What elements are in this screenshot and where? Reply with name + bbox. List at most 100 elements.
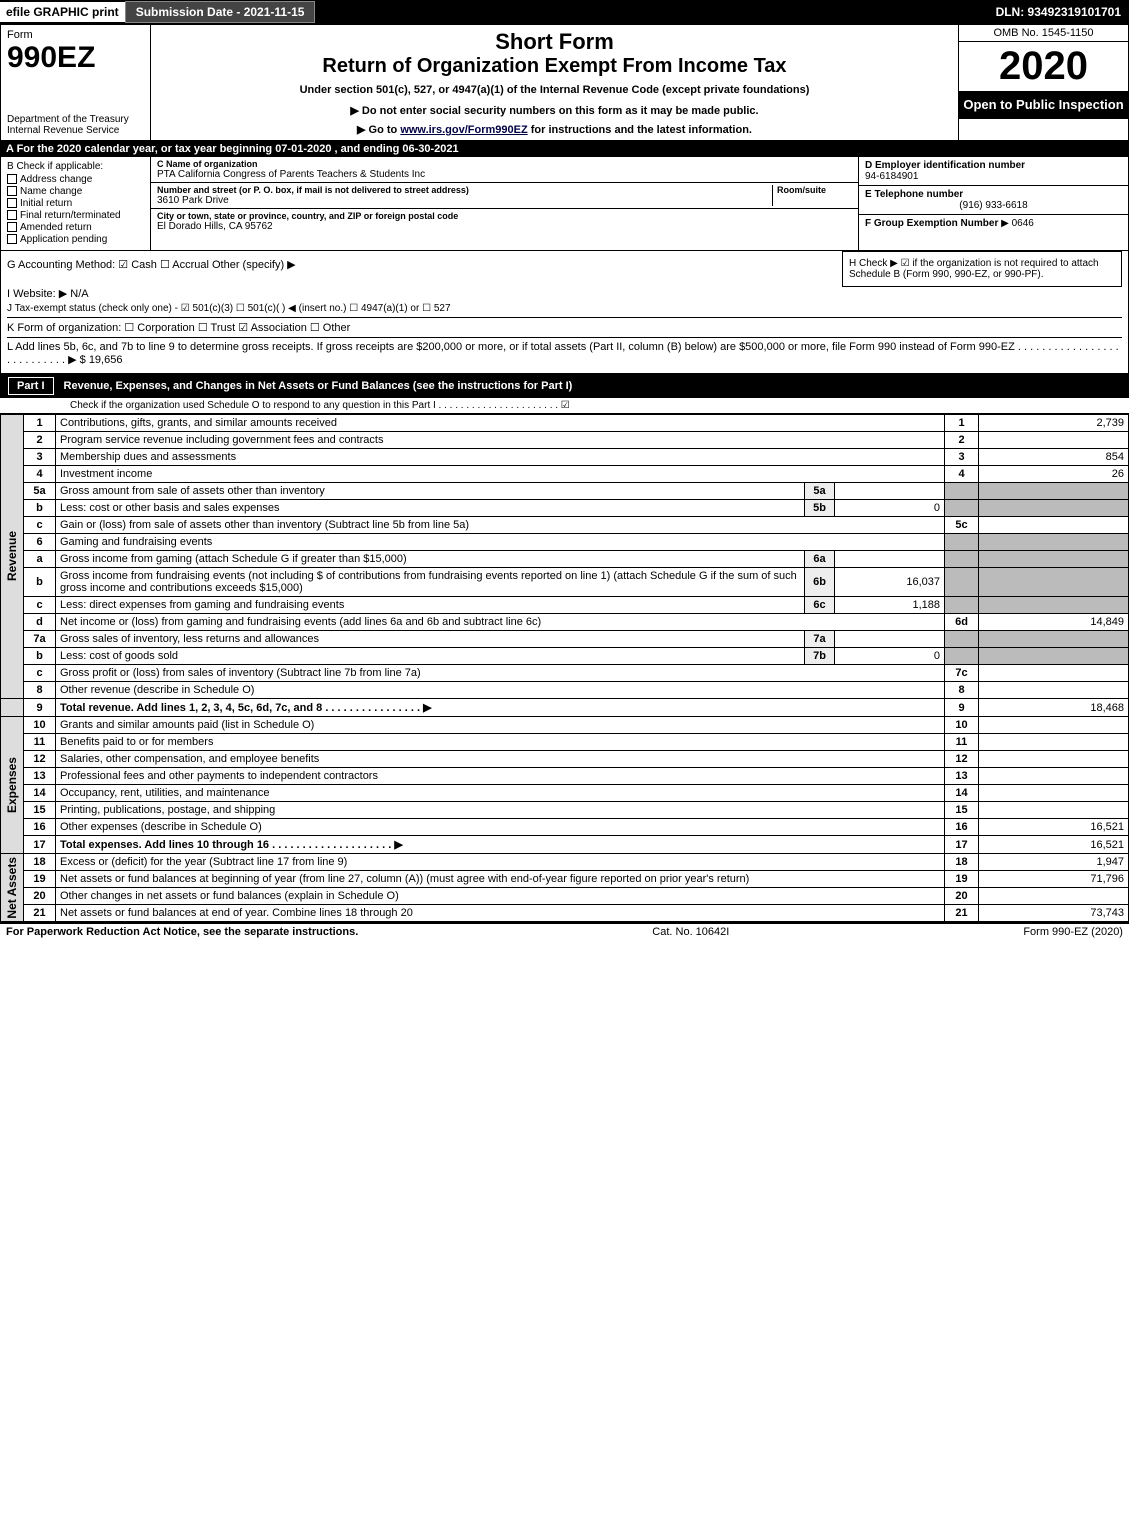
chk-name-change[interactable]: Name change xyxy=(7,186,144,197)
street-label: Number and street (or P. O. box, if mail… xyxy=(157,185,772,195)
net-assets-sidelabel: Net Assets xyxy=(5,857,19,919)
return-title: Return of Organization Exempt From Incom… xyxy=(159,55,950,78)
irs-link[interactable]: www.irs.gov/Form990EZ xyxy=(400,124,527,136)
line-16-amount: 16,521 xyxy=(979,819,1129,836)
line-19-amount: 71,796 xyxy=(979,871,1129,888)
line-l-gross-receipts: L Add lines 5b, 6c, and 7b to line 9 to … xyxy=(7,337,1122,366)
line-1-amount: 2,739 xyxy=(979,415,1129,432)
box-b-title: B Check if applicable: xyxy=(7,161,144,172)
tax-year: 2020 xyxy=(959,42,1128,91)
form-label: Form xyxy=(7,29,144,41)
line-13-desc: Professional fees and other payments to … xyxy=(60,770,378,782)
line-i-website: I Website: ▶ N/A xyxy=(7,287,1122,300)
line-21-amount: 73,743 xyxy=(979,905,1129,922)
chk-amended-return[interactable]: Amended return xyxy=(7,222,144,233)
line-19-desc: Net assets or fund balances at beginning… xyxy=(60,873,749,885)
line-5b-desc: Less: cost or other basis and sales expe… xyxy=(60,502,280,514)
line-7a-desc: Gross sales of inventory, less returns a… xyxy=(60,633,319,645)
line-4-amount: 26 xyxy=(979,466,1129,483)
revenue-sidelabel: Revenue xyxy=(5,531,19,581)
line-1-desc: Contributions, gifts, grants, and simila… xyxy=(60,417,337,429)
open-to-public: Open to Public Inspection xyxy=(959,91,1128,119)
line-5b-val: 0 xyxy=(835,500,945,517)
line-7b-desc: Less: cost of goods sold xyxy=(60,650,178,662)
row-a-tax-year: A For the 2020 calendar year, or tax yea… xyxy=(0,141,1129,157)
line-14-amount xyxy=(979,785,1129,802)
box-b: B Check if applicable: Address change Na… xyxy=(1,157,151,250)
line-8-amount xyxy=(979,682,1129,699)
street-address: 3610 Park Drive xyxy=(157,195,772,206)
line-21-desc: Net assets or fund balances at end of ye… xyxy=(60,907,413,919)
line-9-desc: Total revenue. Add lines 1, 2, 3, 4, 5c,… xyxy=(60,702,432,714)
part-1-table: Revenue 1 Contributions, gifts, grants, … xyxy=(0,414,1129,922)
chk-application-pending[interactable]: Application pending xyxy=(7,234,144,245)
line-18-amount: 1,947 xyxy=(979,854,1129,871)
line-7c-desc: Gross profit or (loss) from sales of inv… xyxy=(60,667,421,679)
line-j-tax-exempt: J Tax-exempt status (check only one) - ☑… xyxy=(7,303,1122,314)
line-11-desc: Benefits paid to or for members xyxy=(60,736,213,748)
chk-final-return[interactable]: Final return/terminated xyxy=(7,210,144,221)
line-8-desc: Other revenue (describe in Schedule O) xyxy=(60,684,254,696)
line-10-desc: Grants and similar amounts paid (list in… xyxy=(60,719,314,731)
paperwork-notice: For Paperwork Reduction Act Notice, see … xyxy=(6,926,358,938)
line-15-desc: Printing, publications, postage, and shi… xyxy=(60,804,275,816)
ein-value: 94-6184901 xyxy=(865,171,1122,182)
line-17-amount: 16,521 xyxy=(979,836,1129,854)
form-number: 990EZ xyxy=(7,41,144,75)
phone-value: (916) 933-6618 xyxy=(865,200,1122,211)
room-suite-label: Room/suite xyxy=(777,185,852,195)
line-6c-desc: Less: direct expenses from gaming and fu… xyxy=(60,599,344,611)
line-6-desc: Gaming and fundraising events xyxy=(60,536,212,548)
form-footer-label: Form 990-EZ (2020) xyxy=(1023,926,1123,938)
org-name: PTA California Congress of Parents Teach… xyxy=(157,169,852,180)
box-def: D Employer identification number 94-6184… xyxy=(858,157,1128,250)
line-15-amount xyxy=(979,802,1129,819)
irs-label: Internal Revenue Service xyxy=(7,125,144,136)
efile-print-label[interactable]: efile GRAPHIC print xyxy=(0,2,125,22)
part-1-title: Revenue, Expenses, and Changes in Net As… xyxy=(64,380,573,392)
entity-info-block: B Check if applicable: Address change Na… xyxy=(0,157,1129,251)
line-2-desc: Program service revenue including govern… xyxy=(60,434,383,446)
city-label: City or town, state or province, country… xyxy=(157,211,852,221)
line-k-form-org: K Form of organization: ☐ Corporation ☐ … xyxy=(7,317,1122,334)
top-bar: efile GRAPHIC print Submission Date - 20… xyxy=(0,0,1129,24)
instructions-line: ▶ Go to www.irs.gov/Form990EZ for instru… xyxy=(159,123,950,136)
phone-label: E Telephone number xyxy=(865,189,1122,200)
org-name-label: C Name of organization xyxy=(157,159,852,169)
ssn-warning: ▶ Do not enter social security numbers o… xyxy=(159,104,950,117)
line-18-desc: Excess or (deficit) for the year (Subtra… xyxy=(60,856,347,868)
chk-initial-return[interactable]: Initial return xyxy=(7,198,144,209)
chk-address-change[interactable]: Address change xyxy=(7,174,144,185)
group-exemption-label: F Group Exemption Number xyxy=(865,218,998,229)
line-3-desc: Membership dues and assessments xyxy=(60,451,236,463)
line-6d-amount: 14,849 xyxy=(979,614,1129,631)
part-1-schedule-o-check: Check if the organization used Schedule … xyxy=(0,398,1129,414)
line-10-amount xyxy=(979,717,1129,734)
ein-label: D Employer identification number xyxy=(865,160,1122,171)
line-3-amount: 854 xyxy=(979,449,1129,466)
dln-label: DLN: 93492319101701 xyxy=(996,5,1129,19)
line-20-amount xyxy=(979,888,1129,905)
line-7c-amount xyxy=(979,665,1129,682)
line-2-amount xyxy=(979,432,1129,449)
line-7b-val: 0 xyxy=(835,648,945,665)
line-7a-val xyxy=(835,631,945,648)
page-footer: For Paperwork Reduction Act Notice, see … xyxy=(0,922,1129,940)
city-state-zip: El Dorado Hills, CA 95762 xyxy=(157,221,852,232)
catalog-number: Cat. No. 10642I xyxy=(652,926,729,938)
line-14-desc: Occupancy, rent, utilities, and maintena… xyxy=(60,787,270,799)
line-9-amount: 18,468 xyxy=(979,699,1129,717)
line-17-desc: Total expenses. Add lines 10 through 16 … xyxy=(60,839,403,851)
line-12-desc: Salaries, other compensation, and employ… xyxy=(60,753,319,765)
line-5a-val xyxy=(835,483,945,500)
part-1-label: Part I xyxy=(8,377,54,395)
form-header: Form 990EZ Department of the Treasury In… xyxy=(0,24,1129,141)
part-1-header: Part I Revenue, Expenses, and Changes in… xyxy=(0,374,1129,398)
line-6a-desc: Gross income from gaming (attach Schedul… xyxy=(60,553,407,565)
line-13-amount xyxy=(979,768,1129,785)
line-6b-desc: Gross income from fundraising events (no… xyxy=(60,570,797,594)
box-h: H Check ▶ ☑ if the organization is not r… xyxy=(842,251,1122,287)
line-12-amount xyxy=(979,751,1129,768)
expenses-sidelabel: Expenses xyxy=(5,757,19,813)
line-6b-val: 16,037 xyxy=(835,568,945,597)
